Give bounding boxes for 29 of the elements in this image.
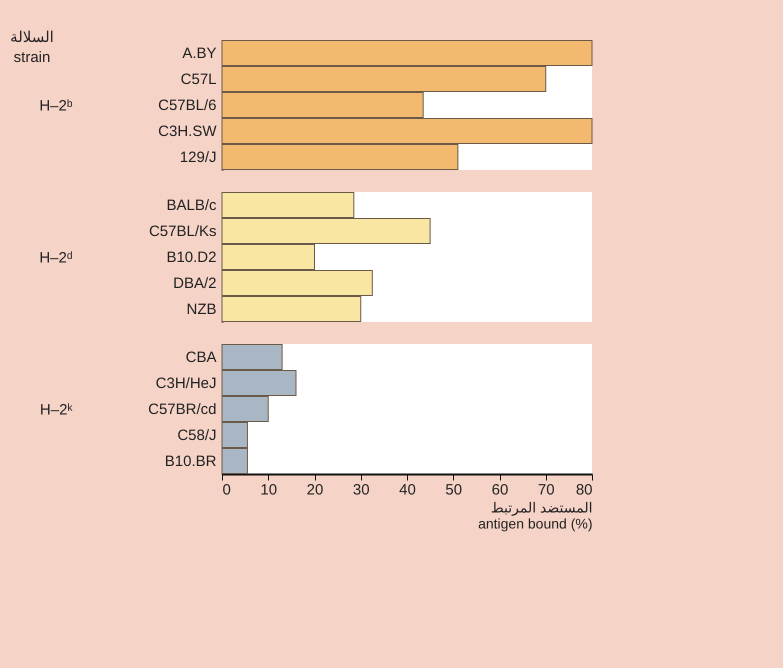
y-tick-label: NZB xyxy=(186,301,216,318)
x-tick-label: 0 xyxy=(222,482,231,498)
y-tick-label: B10.BR xyxy=(164,453,217,470)
y-tick-label: B10.D2 xyxy=(166,249,216,266)
y-tick-label: CBA xyxy=(186,349,216,366)
y-tick-label: C57L xyxy=(180,71,216,88)
x-tick-label: 80 xyxy=(576,482,592,498)
y-tick-label: DBA/2 xyxy=(173,275,216,292)
x-tick-label: 10 xyxy=(260,482,278,498)
text: strain xyxy=(14,49,50,66)
y-tick-label: C57BL/6 xyxy=(158,97,216,114)
y-tick-label: A.BY xyxy=(182,45,216,62)
x-tick-label: 20 xyxy=(306,482,324,498)
x-tick-label: 70 xyxy=(538,482,555,498)
x-tick-label: 40 xyxy=(399,482,416,498)
x-tick-label: 50 xyxy=(445,482,462,498)
y-axis-title: H–2ᵏ xyxy=(40,402,74,418)
y-tick-label: C3H/HeJ xyxy=(156,375,216,392)
x-tick-label: 30 xyxy=(352,482,370,498)
y-tick-label: 129/J xyxy=(180,149,216,166)
y-axis-title: H–2ᵈ xyxy=(39,250,73,266)
y-axis-title: H–2ᵇ xyxy=(39,98,73,114)
y-tick-label: C57BL/Ks xyxy=(148,223,216,240)
y-tick-label: C3H.SW xyxy=(158,123,218,140)
x-tick-label: 60 xyxy=(492,482,508,498)
text: السلالة xyxy=(10,29,54,46)
y-tick-label: C58/J xyxy=(177,427,216,444)
y-tick-label: C57BR/cd xyxy=(148,401,216,418)
y-tick-label: BALB/c xyxy=(166,197,217,214)
